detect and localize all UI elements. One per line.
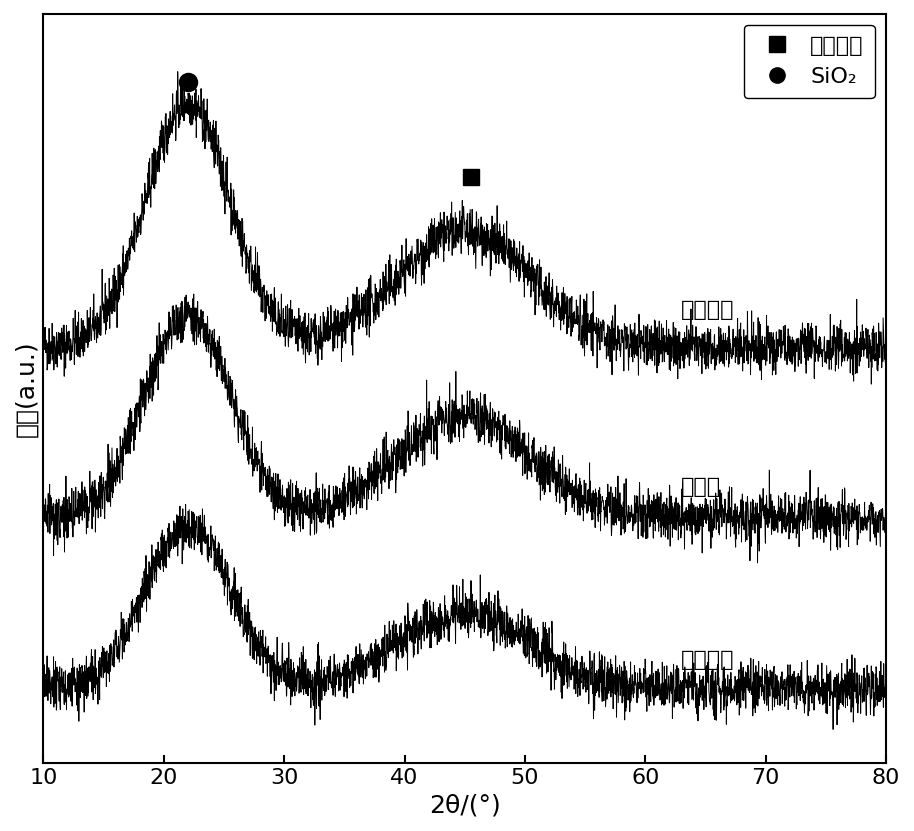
Legend: 非晶态镖, SiO₂: 非晶态镖, SiO₂ — [743, 25, 875, 98]
X-axis label: 2θ/(°): 2θ/(°) — [429, 793, 501, 817]
Text: 溶胶凝胶: 溶胶凝胶 — [681, 650, 735, 670]
Text: 常规洸渍: 常规洸渍 — [681, 300, 735, 320]
Y-axis label: 强度(a.u.): 强度(a.u.) — [14, 340, 37, 436]
Text: 化学阔: 化学阔 — [681, 477, 721, 497]
